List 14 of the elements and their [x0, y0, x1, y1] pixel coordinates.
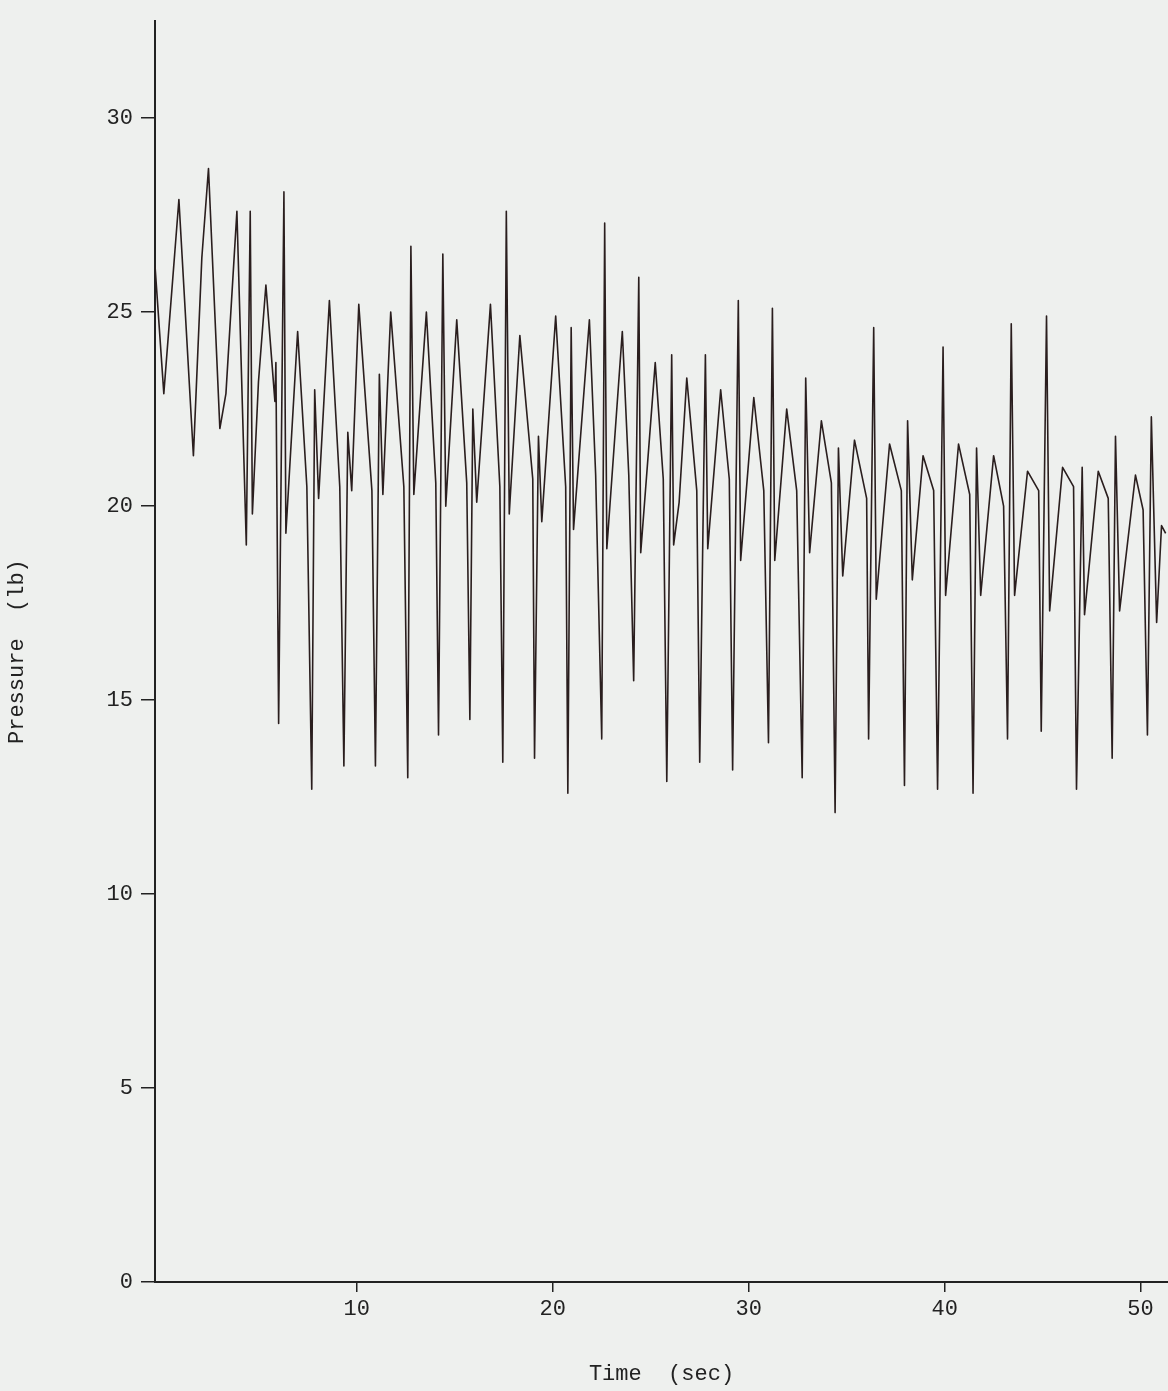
- x-tick-label: 20: [539, 1297, 566, 1323]
- x-tick-label: 10: [343, 1297, 371, 1323]
- x-tick-label: 50: [1127, 1297, 1154, 1323]
- x-tick-label: 40: [931, 1297, 958, 1323]
- y-tick-label: 5: [119, 1075, 133, 1101]
- x-axis-title: Time (sec): [588, 1361, 735, 1387]
- y-axis-title: Pressure (lb): [5, 559, 31, 745]
- y-tick-label: 15: [106, 687, 133, 713]
- y-tick-label: 20: [106, 493, 133, 519]
- y-tick-label: 0: [119, 1269, 133, 1295]
- y-tick-label: 30: [106, 106, 133, 132]
- y-tick-label: 10: [106, 881, 133, 907]
- x-tick-label: 30: [735, 1297, 762, 1323]
- y-tick-label: 25: [106, 299, 133, 325]
